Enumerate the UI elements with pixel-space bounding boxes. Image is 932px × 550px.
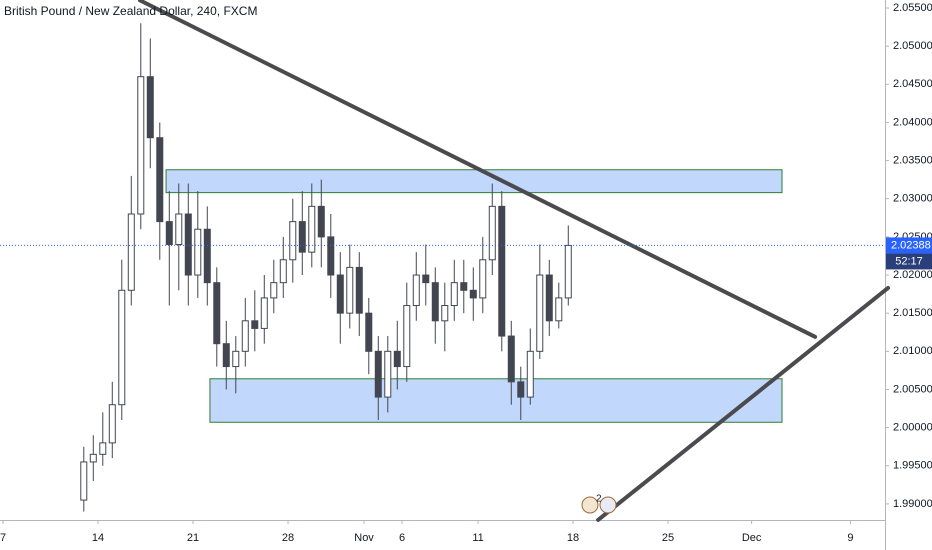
candle-body	[165, 221, 173, 246]
x-tick-label: 18	[567, 532, 579, 544]
candle-body	[213, 282, 221, 345]
event-count: 2	[596, 494, 602, 505]
candle-body	[89, 453, 97, 463]
candle-body	[279, 259, 287, 284]
candle-body	[327, 236, 335, 276]
candle-body	[545, 274, 553, 322]
candle-body	[488, 205, 496, 261]
candle-body	[526, 350, 534, 398]
y-tick-label: 2.03500	[893, 154, 932, 166]
candle-body	[232, 350, 240, 368]
candle-body	[203, 228, 211, 284]
candle-body	[564, 244, 572, 299]
y-tick-label: 2.00000	[893, 422, 932, 434]
trendline	[596, 285, 891, 522]
candle-body	[241, 320, 249, 352]
x-tick-label: 28	[282, 532, 294, 544]
candle-body	[422, 274, 430, 284]
last-price-label: 2.02388	[891, 239, 931, 251]
x-tick-label: Nov	[354, 532, 374, 544]
candle-body	[99, 442, 107, 455]
candle-body	[156, 137, 164, 223]
candle-body	[374, 350, 382, 398]
candle-body	[479, 259, 487, 299]
candle-body	[536, 274, 544, 352]
y-tick-label: 2.03000	[893, 193, 932, 205]
candle-body	[469, 289, 477, 299]
y-tick-label: 1.99500	[893, 460, 932, 472]
candle-body	[355, 266, 363, 314]
candle-body	[412, 274, 420, 307]
y-tick-label: 2.01000	[893, 345, 932, 357]
candle-body	[460, 282, 468, 291]
zone	[209, 378, 783, 423]
chart-title: British Pound / New Zealand Dollar, 240,…	[4, 4, 257, 18]
x-tick-label: 11	[472, 532, 483, 544]
y-tick-label: 2.02000	[893, 269, 932, 281]
candle-body	[517, 381, 525, 398]
event-icon	[599, 496, 617, 514]
candle-body	[507, 335, 515, 383]
x-tick-label: 9	[847, 532, 853, 544]
x-tick-label: 25	[662, 532, 674, 544]
x-tick-label: 21	[187, 532, 199, 544]
candle-body	[137, 76, 145, 215]
zone	[165, 169, 783, 194]
candle-body	[317, 205, 325, 238]
last-price-box	[886, 237, 932, 254]
candle-body	[289, 221, 297, 261]
candle-body	[498, 205, 506, 337]
candle-body	[127, 213, 135, 291]
candle-body	[393, 350, 401, 368]
x-tick-label: 7	[0, 532, 6, 544]
candle-body	[365, 312, 373, 352]
candle-body	[441, 305, 449, 322]
candle-body	[384, 350, 392, 398]
candle-body	[450, 282, 458, 307]
y-tick-label: 2.04500	[893, 78, 932, 90]
candle-body	[222, 343, 230, 368]
candle-body	[270, 282, 278, 299]
candle-body	[260, 297, 268, 329]
candle-body	[555, 297, 563, 322]
candle-body	[184, 213, 192, 276]
x-tick-label: 6	[399, 532, 405, 544]
countdown-label: 52:17	[895, 255, 923, 267]
x-tick-label: Dec	[742, 532, 762, 544]
y-tick-label: 2.00500	[893, 383, 932, 395]
y-tick-label: 2.05000	[893, 40, 932, 52]
event-icon	[581, 496, 599, 514]
candle-body	[346, 266, 354, 314]
candle-body	[308, 205, 316, 253]
candle-body	[251, 320, 259, 329]
candle-body	[431, 282, 439, 322]
y-tick-label: 1.99000	[893, 498, 932, 510]
candle-body	[194, 228, 202, 276]
x-tick-label: 14	[92, 532, 104, 544]
candle-body	[118, 289, 126, 406]
candle-body	[146, 76, 154, 139]
candle-body	[336, 274, 344, 314]
candle-body	[298, 221, 306, 253]
plot-area	[80, 0, 891, 522]
y-tick-label: 2.01500	[893, 307, 932, 319]
candle-body	[403, 305, 411, 368]
candle-body	[108, 404, 116, 444]
candle-body	[175, 213, 183, 246]
y-tick-label: 2.04000	[893, 116, 932, 128]
trendline	[138, 0, 818, 339]
y-tick-label: 2.05500	[893, 2, 932, 14]
countdown-box	[886, 253, 932, 270]
candle-body	[80, 461, 88, 501]
